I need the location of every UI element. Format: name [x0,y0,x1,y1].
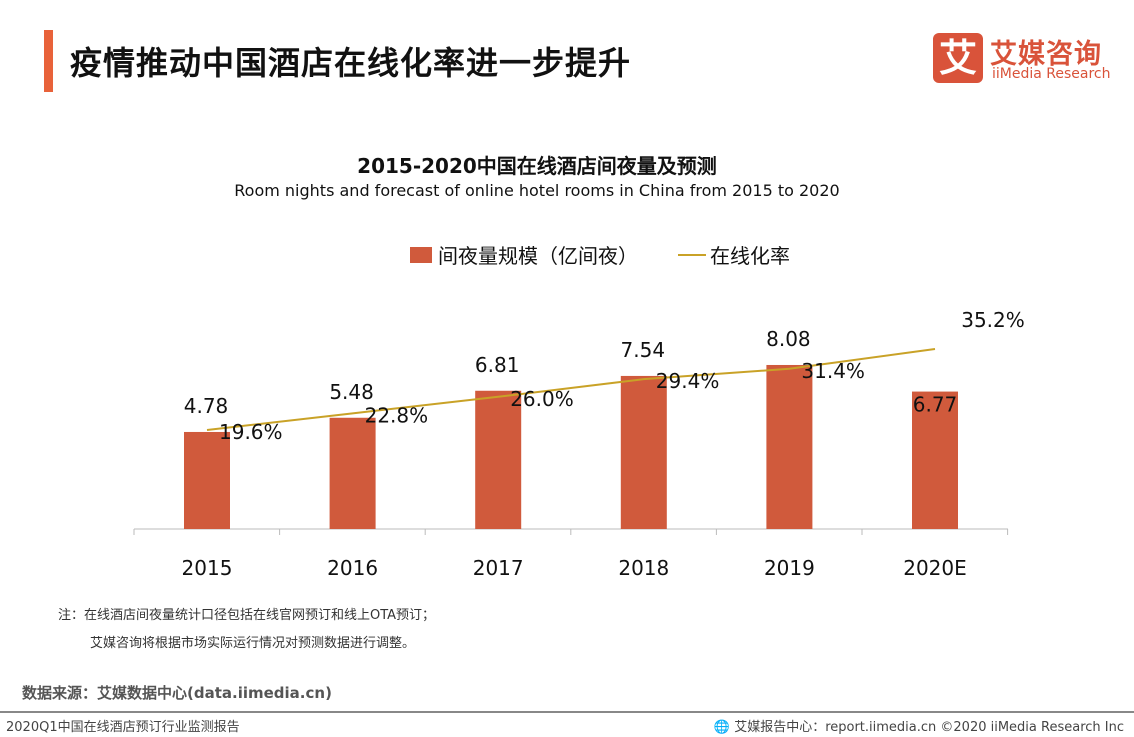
bar [184,431,230,529]
bar [475,390,522,529]
note-line-2: 艾媒咨询将根据市场实际运行情况对预测数据进行调整。 [90,636,416,651]
x-tick-label: 2019 [764,556,815,580]
bar [912,391,958,529]
line-value-label: 22.8% [365,403,429,427]
bar-value-label: 4.78 [184,394,229,418]
bar [766,364,813,529]
x-tick-label: 2016 [327,556,378,580]
logo-icon: 艾 [933,33,983,83]
logo-subtext: iiMedia Research [992,66,1111,82]
page-title: 疫情推动中国酒店在线化率进一步提升 [70,44,632,82]
data-source: 数据来源：艾媒数据中心(data.iimedia.cn) [22,684,332,702]
line-value-label: 26.0% [510,387,574,411]
line-value-label: 31.4% [801,359,865,383]
bar [329,417,376,529]
bar [620,375,667,529]
bar-value-label: 5.48 [329,380,374,404]
x-tick-label: 2017 [473,556,524,580]
footer-divider [0,711,1134,713]
footer-report-name: 2020Q1中国在线酒店预订行业监测报告 [6,720,240,735]
legend-bar-label: 间夜量规模（亿间夜） [438,244,638,268]
legend: 间夜量规模（亿间夜） 在线化率 [410,240,790,269]
line-series [206,348,936,431]
line-value-label: 35.2% [961,308,1025,332]
logo-text: 艾媒咨询 [990,39,1102,70]
x-tick-label: 2020E [903,556,967,580]
line-value-label: 29.4% [656,369,720,393]
x-tick-label: 2015 [182,556,233,580]
bar-value-label: 8.08 [766,327,811,351]
note-line-1: 注：在线酒店间夜量统计口径包括在线官网预订和线上OTA预订； [58,608,436,623]
line-value-label: 19.6% [219,420,283,444]
title-accent-bar [44,30,53,92]
footer-copyright: 🌐 艾媒报告中心：report.iimedia.cn ©2020 iiMedia… [713,720,1124,735]
bar-value-label: 6.81 [475,353,520,377]
x-tick-label: 2018 [618,556,669,580]
bar-value-label: 7.54 [621,338,666,362]
chart-title: 2015-2020中国在线酒店间夜量及预测 [357,154,717,178]
legend-line-label: 在线化率 [710,244,790,268]
legend-line-swatch [678,253,706,256]
bar-value-label: 6.77 [913,393,958,417]
chart-subtitle: Room nights and forecast of online hotel… [234,181,840,200]
legend-bar-swatch [410,246,432,263]
